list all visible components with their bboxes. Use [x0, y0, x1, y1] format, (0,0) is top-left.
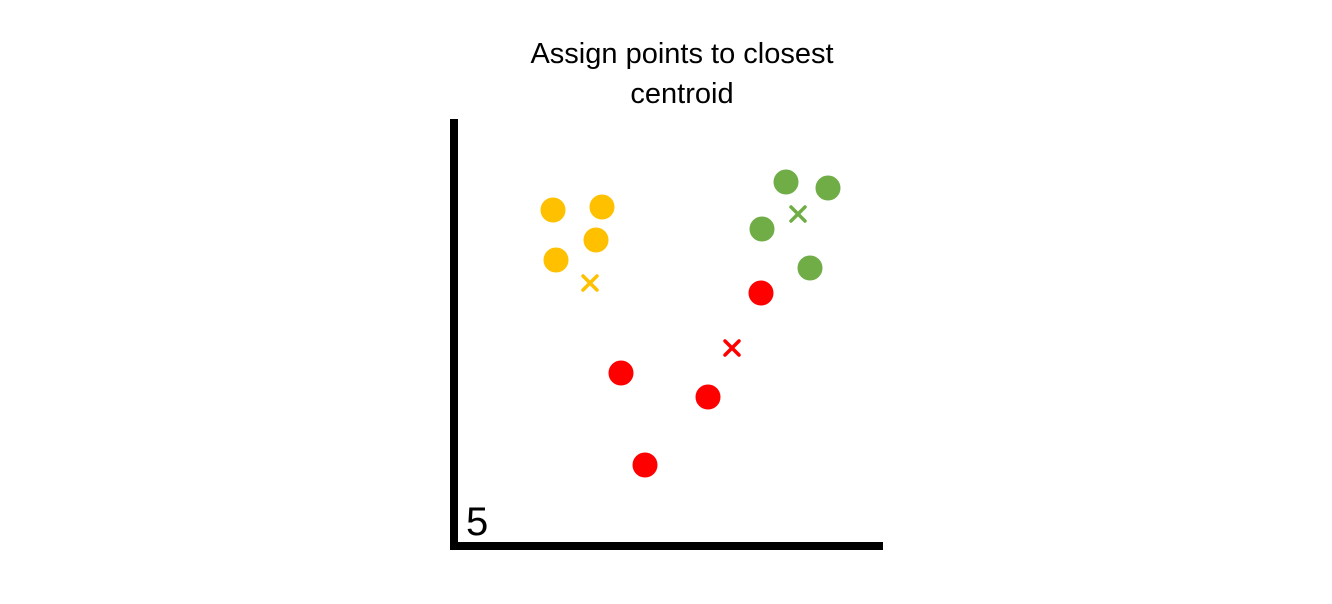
point-green-1: [773, 169, 799, 195]
centroid-yellow-marker: [581, 274, 599, 292]
centroids: [581, 205, 807, 357]
point-yellow-2: [589, 194, 615, 220]
title-line-2: centroid: [630, 78, 734, 110]
step-number: 5: [466, 500, 489, 544]
axes: [450, 119, 883, 550]
point-yellow-3: [583, 227, 609, 253]
point-red-4: [632, 452, 658, 478]
centroid-red-marker: [723, 339, 741, 357]
point-green-2: [815, 175, 841, 201]
title-line-1: Assign points to closest: [530, 38, 834, 70]
centroid-green-stroke-2: [789, 205, 807, 223]
point-green-3: [749, 216, 775, 242]
centroid-red-stroke-2: [723, 339, 741, 357]
point-green-4: [797, 255, 823, 281]
centroid-green-marker: [789, 205, 807, 223]
data-points: [540, 169, 841, 478]
point-red-1: [748, 280, 774, 306]
point-red-3: [695, 384, 721, 410]
centroid-yellow-stroke-2: [581, 274, 599, 292]
diagram-title: Assign points to closest centroid: [482, 34, 882, 114]
point-yellow-4: [543, 247, 569, 273]
point-red-2: [608, 360, 634, 386]
point-yellow-1: [540, 197, 566, 223]
